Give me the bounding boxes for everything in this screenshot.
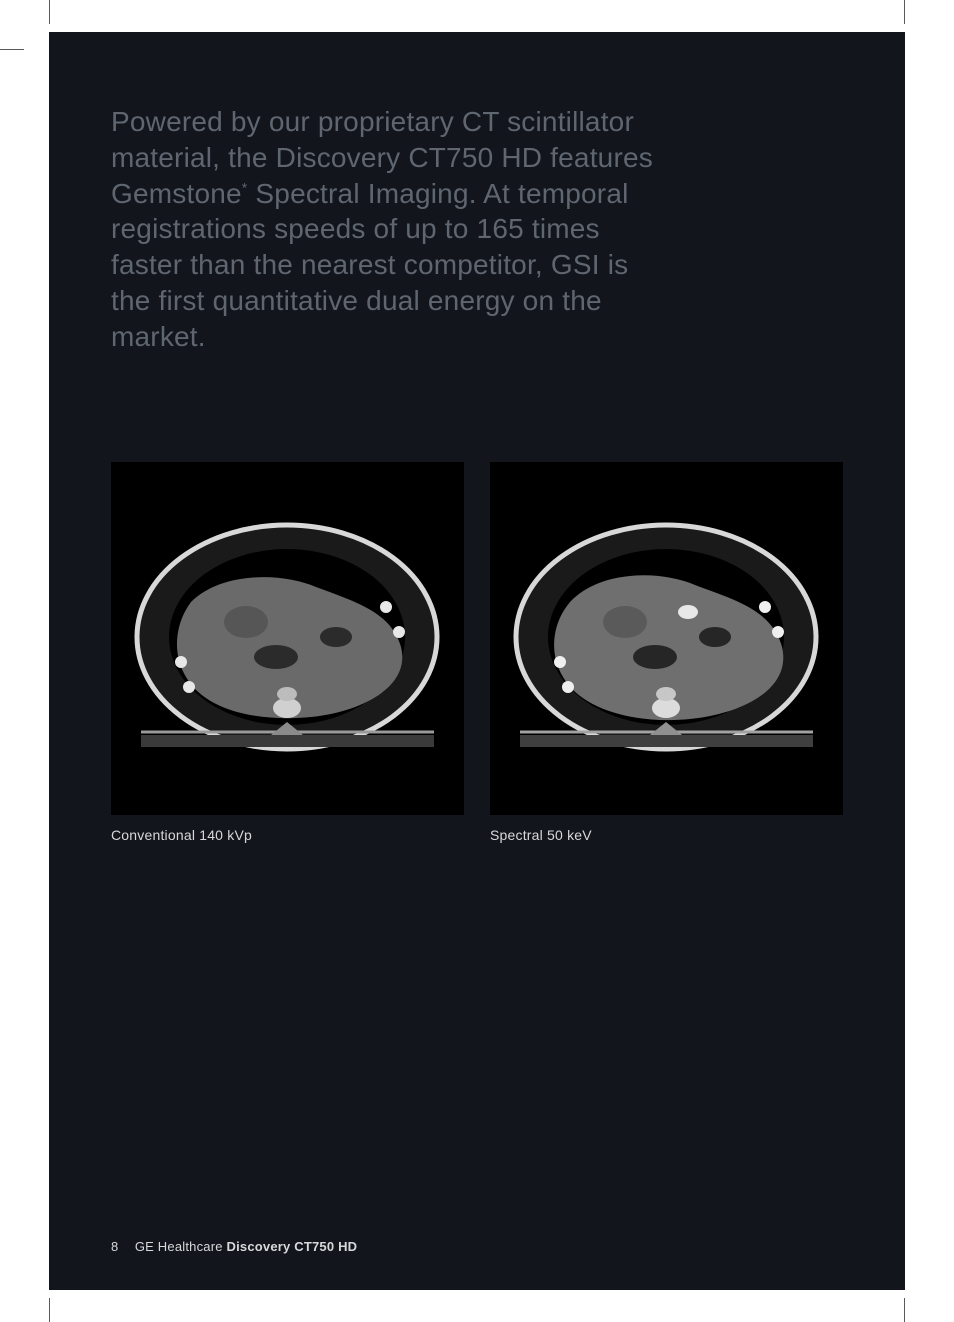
- figure-left-caption: Conventional 140 kVp: [111, 827, 464, 843]
- page-footer: 8 GE Healthcare Discovery CT750 HD: [111, 1239, 357, 1254]
- ct-scan-svg: [490, 462, 843, 815]
- ct-scan-svg: [111, 462, 464, 815]
- footer-product: Discovery CT750 HD: [227, 1239, 358, 1254]
- page-number: 8: [111, 1239, 131, 1254]
- crop-mark: [904, 1298, 905, 1322]
- crop-mark: [49, 0, 50, 24]
- headline-text: Powered by our proprietary CT scintillat…: [111, 104, 671, 355]
- ct-scan-image-right: [490, 462, 843, 815]
- figure-right: Spectral 50 keV: [490, 462, 843, 843]
- figure-row: Conventional 140 kVp: [111, 462, 843, 843]
- figure-right-caption: Spectral 50 keV: [490, 827, 843, 843]
- crop-mark: [904, 0, 905, 24]
- content-panel: Powered by our proprietary CT scintillat…: [49, 32, 905, 1290]
- footer-brand: GE Healthcare: [135, 1239, 227, 1254]
- figure-left: Conventional 140 kVp: [111, 462, 464, 843]
- crop-mark: [0, 49, 24, 50]
- page: Powered by our proprietary CT scintillat…: [0, 0, 954, 1322]
- crop-mark: [49, 1298, 50, 1322]
- ct-scan-image-left: [111, 462, 464, 815]
